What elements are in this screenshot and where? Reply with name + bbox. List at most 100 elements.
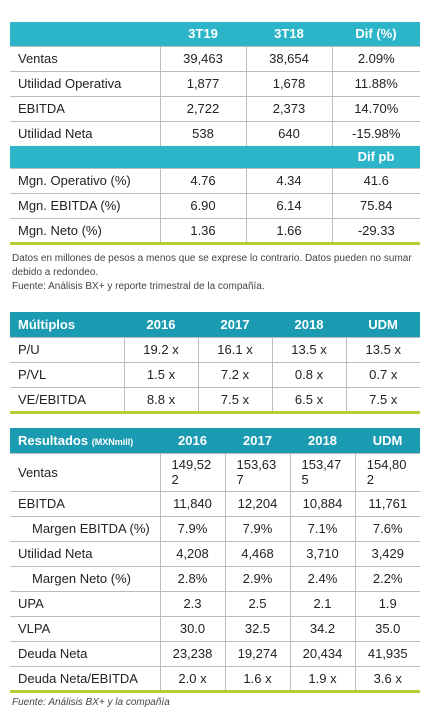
header-cell: UDM — [372, 432, 403, 448]
cell: 2,722 — [159, 95, 246, 121]
cell: 35.0 — [354, 615, 420, 641]
cell: 2.1 — [289, 590, 355, 616]
row-label: Margen EBITDA (%) — [10, 515, 160, 541]
row-label: UPA — [10, 590, 160, 616]
note-text: Datos en millones de pesos a menos que s… — [12, 253, 412, 278]
cell: 6.14 — [245, 192, 332, 218]
table-header: Múltiplos 2016 2017 2018 UDM — [10, 312, 420, 337]
header-cell: 3T19 — [188, 26, 218, 42]
cell: 0.8 x — [271, 361, 346, 387]
header-label: Resultados — [18, 432, 89, 448]
table-row: Mgn. Operativo (%) 4.76 4.34 41.6 — [10, 167, 420, 193]
row-label: Mgn. EBITDA (%) — [10, 192, 160, 218]
cell: -15.98% — [331, 120, 420, 146]
header-cell: 2017 — [243, 432, 272, 448]
cell: 11,840 — [159, 490, 225, 516]
row-label: EBITDA — [10, 490, 160, 516]
cell: 23,238 — [159, 640, 225, 666]
cell: 7.9% — [224, 515, 290, 541]
header-cell: 2018 — [308, 432, 337, 448]
cell: 1.36 — [159, 217, 246, 245]
row-label: Utilidad Neta — [10, 540, 160, 566]
table-row: VLPA 30.0 32.5 34.2 35.0 — [10, 615, 420, 641]
header-cell: 3T18 — [274, 26, 304, 42]
row-label: Utilidad Operativa — [10, 70, 160, 96]
cell: 6.5 x — [271, 386, 346, 414]
cell: 153,475 — [301, 457, 342, 487]
source-footer: Fuente: Análisis BX+ y la compañía — [12, 697, 170, 708]
cell: 2.2% — [354, 565, 420, 591]
cell: 1,678 — [245, 70, 332, 96]
cell: 1.5 x — [123, 361, 198, 387]
sub-header-cell: Dif pb — [357, 149, 395, 165]
cell: 1.6 x — [224, 665, 290, 693]
table-row: UPA 2.3 2.5 2.1 1.9 — [10, 590, 420, 616]
cell: 2.3 — [159, 590, 225, 616]
cell: 7.5 x — [197, 386, 272, 414]
sub-header-row: Dif pb — [10, 146, 420, 168]
row-label: VE/EBITDA — [10, 386, 124, 414]
cell: 4,208 — [159, 540, 225, 566]
cell: 0.7 x — [345, 361, 420, 387]
cell: 2.0 x — [159, 665, 225, 693]
table-note: Datos en millones de pesos a menos que s… — [12, 252, 412, 294]
table-row: Utilidad Neta 4,208 4,468 3,710 3,429 — [10, 540, 420, 566]
cell: 2,373 — [245, 95, 332, 121]
cell: 2.09% — [331, 45, 420, 71]
cell: 7.1% — [289, 515, 355, 541]
header-cell: Resultados (MXNmill) — [10, 428, 160, 453]
row-label: Deuda Neta — [10, 640, 160, 666]
table-row: EBITDA 11,840 12,204 10,884 11,761 — [10, 490, 420, 516]
cell: 3,429 — [354, 540, 420, 566]
quarterly-results-table: 3T19 3T18 Dif (%) Ventas 39,463 38,654 2… — [10, 22, 420, 245]
cell: 153,637 — [236, 457, 277, 487]
cell: 4.76 — [159, 167, 246, 193]
cell: 13.5 x — [271, 336, 346, 362]
header-cell: Múltiplos — [18, 316, 76, 332]
row-label: Margen Neto (%) — [10, 565, 160, 591]
table-row: EBITDA 2,722 2,373 14.70% — [10, 95, 420, 121]
table-header: Resultados (MXNmill) 2016 2017 2018 UDM — [10, 428, 420, 453]
cell: 10,884 — [289, 490, 355, 516]
cell: 7.6% — [354, 515, 420, 541]
row-label: Mgn. Neto (%) — [10, 217, 160, 245]
header-cell: Dif (%) — [355, 26, 397, 42]
header-cell: 2017 — [220, 316, 250, 332]
row-label: Ventas — [10, 452, 160, 491]
cell: 13.5 x — [345, 336, 420, 362]
header-unit: (MXNmill) — [91, 436, 134, 447]
cell: 7.2 x — [197, 361, 272, 387]
cell: 20,434 — [289, 640, 355, 666]
cell: 149,522 — [171, 457, 212, 487]
cell: 2.9% — [224, 565, 290, 591]
cell: 16.1 x — [197, 336, 272, 362]
table-row: Deuda Neta/EBITDA 2.0 x 1.6 x 1.9 x 3.6 … — [10, 665, 420, 693]
cell: 11.88% — [331, 70, 420, 96]
multiples-table: Múltiplos 2016 2017 2018 UDM P/U 19.2 x … — [10, 312, 420, 414]
cell: 41.6 — [331, 167, 420, 193]
cell: 11,761 — [354, 490, 420, 516]
cell: 41,935 — [354, 640, 420, 666]
row-label: P/VL — [10, 361, 124, 387]
table-row: Margen EBITDA (%) 7.9% 7.9% 7.1% 7.6% — [10, 515, 420, 541]
table-row: P/U 19.2 x 16.1 x 13.5 x 13.5 x — [10, 336, 420, 362]
cell: 7.5 x — [345, 386, 420, 414]
table-row: Deuda Neta 23,238 19,274 20,434 41,935 — [10, 640, 420, 666]
row-label: P/U — [10, 336, 124, 362]
table-row: Utilidad Operativa 1,877 1,678 11.88% — [10, 70, 420, 96]
table-row: Mgn. EBITDA (%) 6.90 6.14 75.84 — [10, 192, 420, 218]
cell: 2.4% — [289, 565, 355, 591]
cell: 39,463 — [159, 45, 246, 71]
cell: 8.8 x — [123, 386, 198, 414]
row-label: Mgn. Operativo (%) — [10, 167, 160, 193]
cell: 1.66 — [245, 217, 332, 245]
header-cell: 2016 — [146, 316, 176, 332]
row-label: Utilidad Neta — [10, 120, 160, 146]
header-cell: 2018 — [294, 316, 324, 332]
cell: 2.8% — [159, 565, 225, 591]
table-row: Utilidad Neta 538 640 -15.98% — [10, 120, 420, 146]
cell: 14.70% — [331, 95, 420, 121]
cell: 640 — [245, 120, 332, 146]
row-label: EBITDA — [10, 95, 160, 121]
cell: 34.2 — [289, 615, 355, 641]
